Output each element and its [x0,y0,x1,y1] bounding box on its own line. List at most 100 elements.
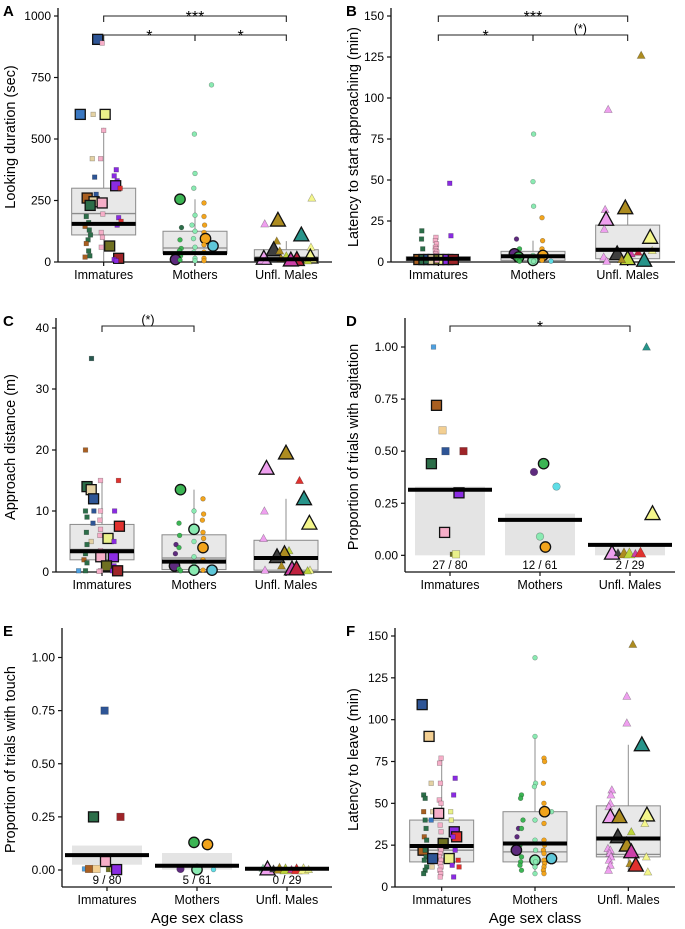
data-point [418,236,425,242]
panel-label-D: D [346,313,357,330]
data-point [622,691,632,700]
data-point [430,399,443,411]
y-tick-label: 125 [364,50,384,64]
data-point [613,548,623,557]
y-tick-label: 1.00 [32,651,56,665]
y-axis-label: Looking duration (sec) [3,65,19,208]
data-point [451,874,457,880]
sig-bracket [449,325,631,332]
data-point [201,838,214,851]
panel-D: D Proportion of trials with agitation 0.00… [343,310,685,620]
panel-A: A Looking duration (sec) 0 250 500 750 1000 Imm… [0,0,343,310]
data-point [172,551,179,557]
data-point [113,258,119,264]
data-point [428,817,434,823]
y-tick-label: 150 [364,9,384,23]
data-point [92,174,98,180]
data-point [604,801,614,811]
sig-label: * [238,28,244,45]
data-point [92,864,101,873]
y-axis-label: Proportion of trials with agitation [346,344,362,550]
data-point [81,557,87,563]
x-tick-label: Unfl. Males [255,268,318,282]
data-point [425,458,438,470]
data-point [98,156,104,162]
data-point [276,561,287,570]
data-point [117,185,123,191]
data-point [189,222,195,228]
panel-C: C Approach distance (m) 0 10 20 30 40 Immatures… [0,310,343,620]
data-point [201,200,207,206]
data-point [88,355,95,362]
data-point [87,493,100,505]
data-point [421,857,427,863]
data-point [90,520,96,526]
data-point [82,254,88,260]
data-point [520,817,526,823]
data-point [201,242,207,248]
data-point [635,251,653,267]
data-point [456,864,462,870]
data-point [177,257,183,263]
data-point [97,477,104,484]
data-point [176,544,182,551]
data-point [443,852,455,865]
data-point [206,564,218,577]
data-point [532,864,538,870]
data-point [197,541,209,554]
data-point [424,837,430,843]
data-point [532,847,539,853]
y-tick-label: 0 [377,255,384,269]
y-tick-label: 0.50 [375,444,399,458]
x-tick-label: Unfl. Males [596,268,659,282]
data-point [436,760,443,766]
sig-label: * [537,319,543,336]
data-point [541,870,547,877]
x-tick-label: Immatures [72,578,131,592]
data-point [257,459,276,475]
data-point [191,131,198,137]
y-tick-label: 150 [368,629,388,643]
data-point [84,514,90,520]
data-point [437,780,444,786]
data-point [636,50,646,59]
data-point [438,829,444,835]
data-point [513,236,520,242]
data-point [423,825,429,832]
data-point [199,517,206,523]
data-point [85,483,97,496]
data-point [421,809,427,815]
data-point [82,508,89,514]
data-point [110,863,123,876]
panel-E-svg: E Proportion of trials with touch 0.00 0.25… [3,623,332,927]
data-point [530,258,537,264]
data-point [200,567,206,573]
y-tick-label: 50 [371,173,385,187]
data-point [541,820,547,827]
data-point [178,224,185,231]
count-label: 9 / 80 [93,875,122,887]
data-point [545,852,558,865]
data-point [100,706,109,715]
data-point [96,568,102,574]
data-point [100,211,106,217]
y-tick-label: 75 [371,132,385,146]
data-point [93,191,99,197]
data-point [111,565,124,577]
panel-label-A: A [3,3,14,20]
data-point [602,256,612,265]
data-point [191,185,197,191]
data-point [622,718,632,727]
data-point [259,506,269,515]
data-point [277,443,295,460]
data-point [599,252,609,261]
data-point [174,483,187,496]
data-point [419,228,425,234]
data-point [532,655,538,661]
sig-bracket [437,15,629,22]
sig-bracket [194,34,287,41]
y-tick-label: 0 [42,565,49,579]
data-point [84,560,90,566]
data-point [83,529,89,535]
data-point [448,233,454,239]
